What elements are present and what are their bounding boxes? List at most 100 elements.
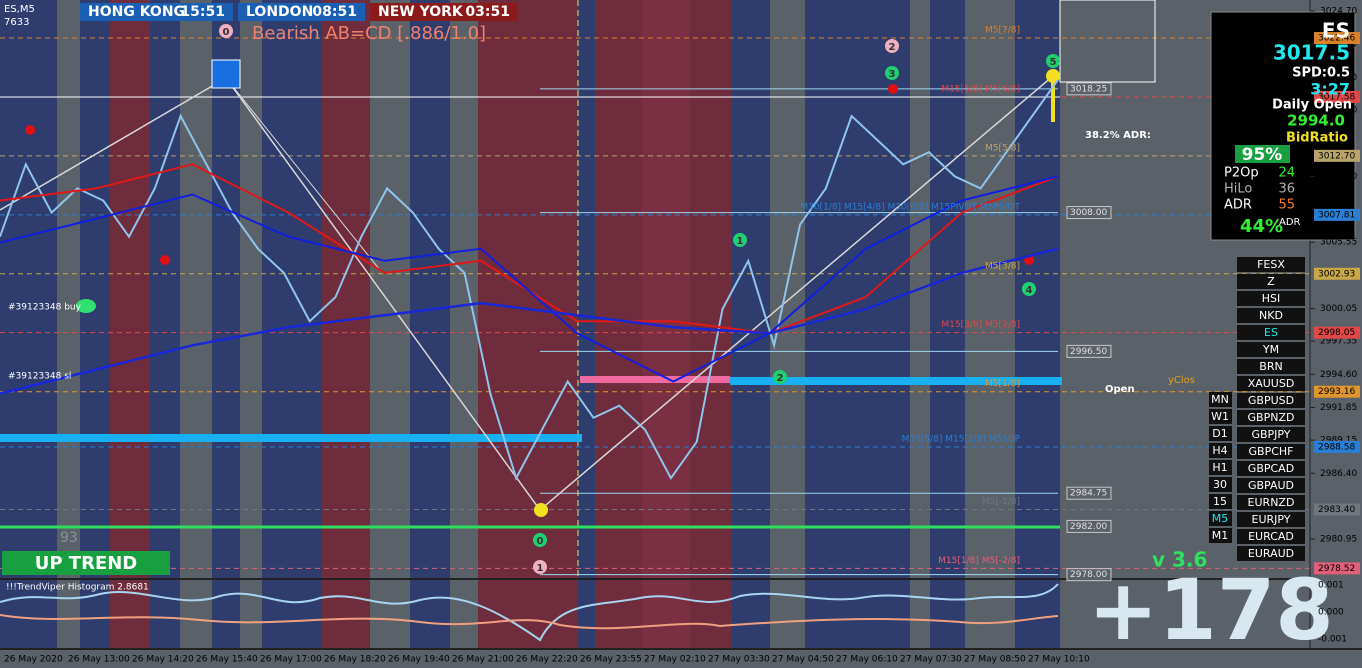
- faded-label: 93: [60, 530, 78, 546]
- murrey-label: M30[5/8] M15[2/8] M5SUP: [902, 434, 1021, 444]
- level-box: [1066, 82, 1112, 96]
- pattern-point: [219, 24, 233, 38]
- band: [150, 580, 180, 648]
- axis-marker: 3022.46: [1318, 34, 1355, 44]
- axis-marker-box: [1314, 149, 1360, 162]
- symbol-label: GBPCAD: [1248, 462, 1294, 475]
- buy-marker: [76, 299, 96, 313]
- timeframe-button[interactable]: [1209, 494, 1232, 509]
- band: [805, 580, 910, 648]
- price-tick-label: 2994.60: [1320, 370, 1357, 380]
- order-label: #39123348 sl: [8, 372, 71, 382]
- clock-box: [238, 3, 365, 21]
- symbol-button[interactable]: [1237, 342, 1305, 357]
- decorations: [0, 0, 1362, 650]
- axis-marker-box: [1314, 208, 1360, 221]
- price-tick-label: 3005.55: [1320, 238, 1357, 248]
- level-label: 3018.25: [1070, 84, 1107, 94]
- clock-time: 08:51: [312, 4, 357, 20]
- axis-marker: 3007.81: [1318, 210, 1355, 220]
- pattern-point-label: 2: [777, 373, 784, 384]
- band: [0, 0, 57, 578]
- timeframe-button[interactable]: [1209, 511, 1232, 526]
- timeframe-button[interactable]: [1209, 460, 1232, 475]
- time-label: 27 May 10:10: [1028, 655, 1090, 665]
- pattern-label: Bearish AB=CD [.886/1.0]: [252, 23, 486, 44]
- band: [642, 580, 690, 648]
- trend-label: UP TREND: [35, 553, 138, 574]
- symbol-button[interactable]: [1237, 291, 1305, 306]
- band: [150, 0, 180, 578]
- price-lines: [0, 79, 1059, 481]
- band: [770, 0, 805, 578]
- timeframe-label: H1: [1212, 461, 1227, 474]
- time-label: 26 May 22:20: [516, 655, 578, 665]
- axis-marker-box: [1314, 326, 1360, 339]
- timeframe-button[interactable]: [1209, 409, 1232, 424]
- symbol-button[interactable]: [1237, 308, 1305, 323]
- band: [450, 0, 478, 578]
- time-label: 26 May 17:00: [260, 655, 322, 665]
- info-adr_pct_label: ADR: [1279, 217, 1301, 228]
- symbol-label: XAUUSD: [1248, 377, 1295, 390]
- info-daily_open: 2994.0: [1287, 112, 1345, 130]
- timeframe-label: MN: [1211, 393, 1229, 406]
- axis-marker: 2988.58: [1318, 442, 1355, 452]
- timeframe-button[interactable]: [1209, 426, 1232, 441]
- level-label: 2982.00: [1070, 522, 1107, 532]
- symbol: ES,M5: [4, 4, 35, 15]
- time-label: 26 May 21:00: [452, 655, 514, 665]
- symbol-button[interactable]: [1237, 410, 1305, 425]
- symbol-label: EURAUD: [1248, 547, 1294, 560]
- symbol-label: GBPCHF: [1249, 445, 1294, 458]
- dot: [25, 125, 35, 135]
- symbol-button[interactable]: [1237, 359, 1305, 374]
- symbol-button[interactable]: [1237, 444, 1305, 459]
- clock-time: 15:51: [180, 4, 225, 20]
- timeframe-label: D1: [1212, 427, 1227, 440]
- symbol-button[interactable]: [1237, 495, 1305, 510]
- symbol-button[interactable]: [1237, 325, 1305, 340]
- band: [57, 0, 80, 578]
- band: [595, 0, 642, 578]
- axis-marker: 2993.16: [1318, 387, 1355, 397]
- info-bid_ratio_label: BidRatio: [1286, 131, 1348, 146]
- symbol-button[interactable]: [1237, 376, 1305, 391]
- stat-name: P2Op: [1224, 166, 1259, 181]
- timeframe-button[interactable]: [1209, 477, 1232, 492]
- symbol-button[interactable]: [1237, 427, 1305, 442]
- price-tick-label: 3019.20: [1320, 73, 1357, 83]
- symbol-button[interactable]: [1237, 461, 1305, 476]
- timeframe-button[interactable]: [1209, 443, 1232, 458]
- symbol-label: GBPAUD: [1248, 479, 1294, 492]
- symbol-button[interactable]: [1237, 529, 1305, 544]
- band: [732, 580, 770, 648]
- band: [642, 0, 690, 578]
- time-label: 26 May 13:00: [68, 655, 130, 665]
- band: [0, 580, 57, 648]
- timeframe-button[interactable]: [1209, 392, 1232, 407]
- band: [322, 580, 370, 648]
- texts: ES,M5 7633 Bearish AB=CD [.886/1.0] 38.2…: [4, 3, 1360, 665]
- time-label: 26 May 2020: [4, 655, 63, 665]
- symbol-button[interactable]: [1237, 274, 1305, 289]
- symbol-button[interactable]: [1237, 512, 1305, 527]
- indicator-tick-label: 0.000: [1318, 608, 1344, 618]
- band: [212, 0, 240, 578]
- symbol-button[interactable]: [1237, 393, 1305, 408]
- pattern-point-label: 1: [537, 563, 544, 574]
- pattern-point: [533, 560, 547, 574]
- timeframe-button[interactable]: [1209, 528, 1232, 543]
- clock-city: HONG KONG: [88, 4, 185, 20]
- symbol-button[interactable]: [1237, 546, 1305, 561]
- symbol-button[interactable]: [1237, 478, 1305, 493]
- box: [1059, 0, 1156, 83]
- band: [240, 580, 262, 648]
- bars: 7633: [4, 17, 29, 28]
- symbol-label: BRN: [1259, 360, 1282, 373]
- pattern-point: [733, 233, 747, 247]
- symbol-button[interactable]: [1237, 257, 1305, 272]
- symbol-label: Z: [1267, 275, 1275, 288]
- level-label: 2996.50: [1070, 347, 1107, 357]
- time-label: 26 May 18:20: [324, 655, 386, 665]
